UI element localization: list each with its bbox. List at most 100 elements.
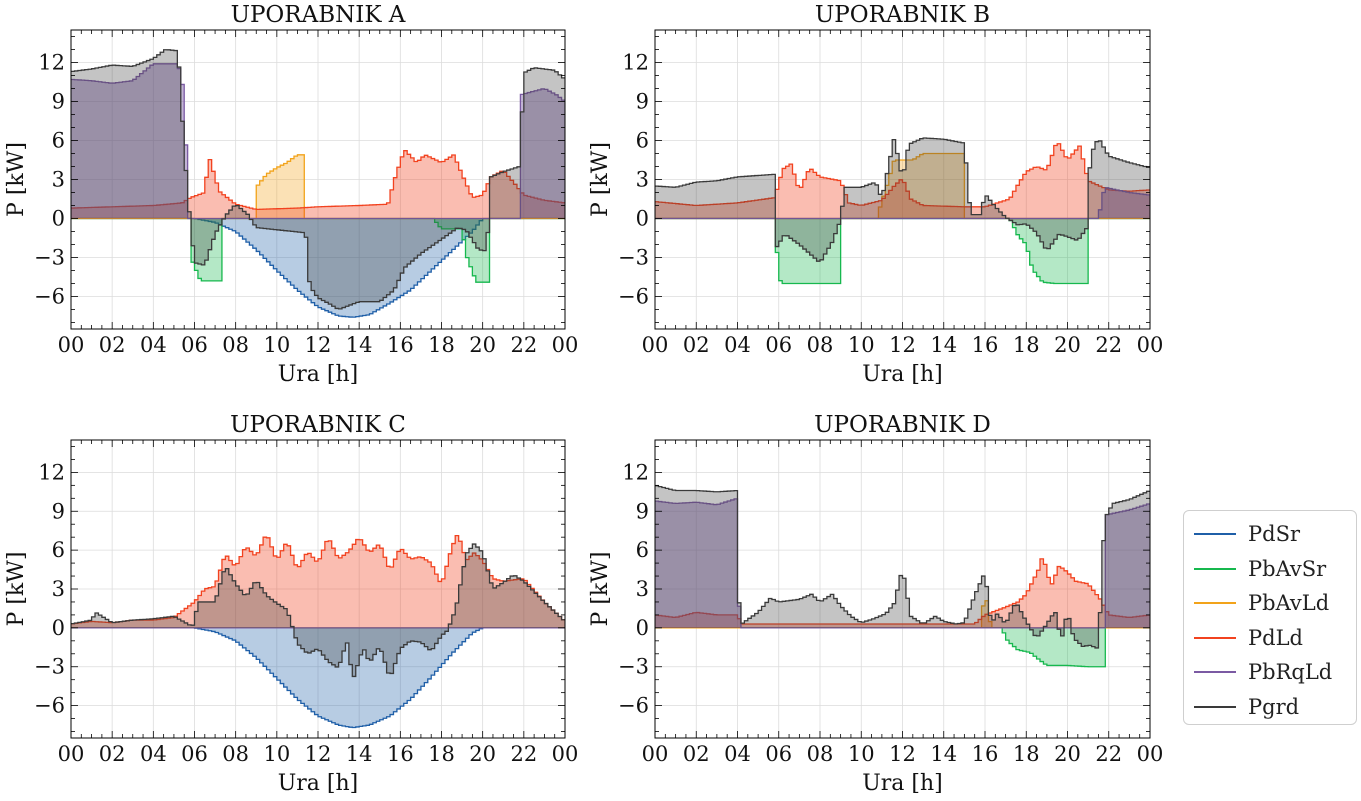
legend-swatch-pdld — [1194, 636, 1236, 639]
xtick-label-a-6: 12 — [305, 333, 332, 357]
series-line-pbrqld-a — [71, 63, 565, 220]
panel-d: 00 02 04 06 08 10 12 14 16 18 20 22 00 −6 −3 0 3 6 9 12 UPOR… — [588, 412, 1163, 796]
ytick-label-d-2: 0 — [636, 616, 649, 640]
ytick-label-d-1: −3 — [618, 655, 649, 679]
ytick-label-b-1: −3 — [618, 246, 649, 270]
xtick-label-b-9: 18 — [1013, 333, 1040, 357]
xtick-label-c-7: 14 — [346, 742, 373, 766]
xtick-label-c-11: 22 — [510, 742, 537, 766]
y-axis-label-c: P [kW] — [4, 552, 29, 627]
series-line-pgrd-a — [71, 49, 565, 310]
chart-title-c: UPORABNIK C — [230, 412, 406, 438]
legend-swatch-pbrqld — [1194, 671, 1236, 674]
legend-item-pdld: PdLd — [1184, 621, 1356, 656]
legend: PdSr PbAvSr PbAvLd PdLd PbRqLd Pgrd — [1183, 510, 1357, 725]
chart-title-a: UPORABNIK A — [231, 2, 406, 28]
series-area-pdsr-c — [71, 627, 565, 728]
xtick-label-b-11: 22 — [1095, 333, 1122, 357]
series-area-pbavld-b — [655, 153, 1150, 219]
series-line-pgrd-d — [655, 485, 1150, 649]
ytick-label-b-5: 9 — [636, 90, 649, 114]
legend-item-pgrd: Pgrd — [1184, 690, 1356, 725]
xtick-label-d-7: 14 — [930, 742, 957, 766]
xtick-label-d-9: 18 — [1013, 742, 1040, 766]
ytick-label-b-0: −6 — [618, 285, 649, 309]
ytick-label-c-4: 6 — [52, 538, 65, 562]
xtick-label-d-0: 00 — [642, 742, 669, 766]
ytick-label-c-5: 9 — [52, 499, 65, 523]
xtick-label-a-3: 06 — [181, 333, 208, 357]
xtick-label-c-12: 00 — [552, 742, 579, 766]
series-line-pbrqld-d — [655, 498, 1150, 629]
xtick-label-a-7: 14 — [346, 333, 373, 357]
xtick-label-d-12: 00 — [1137, 742, 1164, 766]
legend-label-pdld: PdLd — [1248, 625, 1303, 650]
legend-item-pbavsr: PbAvSr — [1184, 552, 1356, 587]
ytick-label-d-6: 12 — [622, 460, 649, 484]
xtick-label-a-9: 18 — [428, 333, 455, 357]
panel-c: 00 02 04 06 08 10 12 14 16 18 20 22 00 −6 −3 0 3 6 9 12 UPOR… — [4, 412, 578, 796]
xtick-label-c-4: 08 — [222, 742, 249, 766]
ytick-label-c-6: 12 — [38, 460, 65, 484]
x-axis-label-d: Ura [h] — [862, 771, 943, 796]
xtick-label-c-1: 02 — [99, 742, 126, 766]
xtick-label-a-11: 22 — [510, 333, 537, 357]
series-line-pdld-c — [71, 535, 565, 625]
xtick-label-d-1: 02 — [683, 742, 710, 766]
xtick-label-b-12: 00 — [1137, 333, 1164, 357]
ytick-label-a-3: 3 — [52, 168, 65, 192]
x-axis-label-a: Ura [h] — [278, 362, 359, 387]
series-line-pgrd-b — [655, 137, 1150, 262]
xtick-label-b-5: 10 — [848, 333, 875, 357]
legend-swatch-pbavld — [1194, 602, 1236, 605]
legend-item-pbrqld: PbRqLd — [1184, 655, 1356, 690]
xtick-label-c-8: 16 — [387, 742, 414, 766]
series-line-pbrqld-b — [655, 187, 1150, 220]
series-area-pbrqld-a — [71, 63, 565, 219]
series-area-pdsr-a — [71, 218, 565, 318]
series-area-pdld-d — [655, 558, 1150, 628]
xtick-label-a-10: 20 — [469, 333, 496, 357]
legend-item-pbavld: PbAvLd — [1184, 586, 1356, 621]
xtick-label-a-12: 00 — [552, 333, 579, 357]
chart-title-d: UPORABNIK D — [814, 412, 991, 438]
xtick-label-b-7: 14 — [930, 333, 957, 357]
series-area-pbrqld-d — [655, 498, 1150, 628]
y-axis-label-b: P [kW] — [588, 142, 613, 217]
ytick-label-a-5: 9 — [52, 90, 65, 114]
series-line-pgrd-c — [71, 543, 565, 678]
ytick-label-c-1: −3 — [34, 655, 65, 679]
legend-swatch-pgrd — [1194, 705, 1236, 708]
ytick-label-c-3: 3 — [52, 577, 65, 601]
ytick-label-a-0: −6 — [34, 285, 65, 309]
xtick-label-b-8: 16 — [972, 333, 999, 357]
legend-label-pbavsr: PbAvSr — [1248, 556, 1327, 581]
xtick-label-a-8: 16 — [387, 333, 414, 357]
xtick-label-c-6: 12 — [305, 742, 332, 766]
legend-swatch-pbavsr — [1194, 567, 1236, 570]
xtick-label-b-1: 02 — [683, 333, 710, 357]
xtick-label-b-6: 12 — [889, 333, 916, 357]
legend-swatch-pdsr — [1194, 533, 1236, 536]
ytick-label-a-4: 6 — [52, 129, 65, 153]
xtick-label-c-9: 18 — [428, 742, 455, 766]
legend-label-pbrqld: PbRqLd — [1248, 660, 1333, 685]
xtick-label-c-0: 00 — [58, 742, 85, 766]
y-axis-label-d: P [kW] — [588, 552, 613, 627]
xtick-label-a-5: 10 — [263, 333, 290, 357]
xtick-label-d-2: 04 — [724, 742, 751, 766]
panel-b: 00 02 04 06 08 10 12 14 16 18 20 22 00 −6 −3 0 3 6 9 12 UPOR… — [588, 2, 1163, 387]
xtick-label-d-11: 22 — [1095, 742, 1122, 766]
ytick-label-b-6: 12 — [622, 51, 649, 75]
ytick-label-d-5: 9 — [636, 499, 649, 523]
xtick-label-b-3: 06 — [765, 333, 792, 357]
xtick-label-b-0: 00 — [642, 333, 669, 357]
series-area-pdld-c — [71, 535, 565, 628]
xtick-label-b-10: 20 — [1054, 333, 1081, 357]
ytick-label-a-6: 12 — [38, 51, 65, 75]
x-axis-label-b: Ura [h] — [862, 362, 943, 387]
chart-title-b: UPORABNIK B — [815, 2, 990, 28]
x-axis-label-c: Ura [h] — [278, 771, 359, 796]
xtick-label-a-2: 04 — [140, 333, 167, 357]
